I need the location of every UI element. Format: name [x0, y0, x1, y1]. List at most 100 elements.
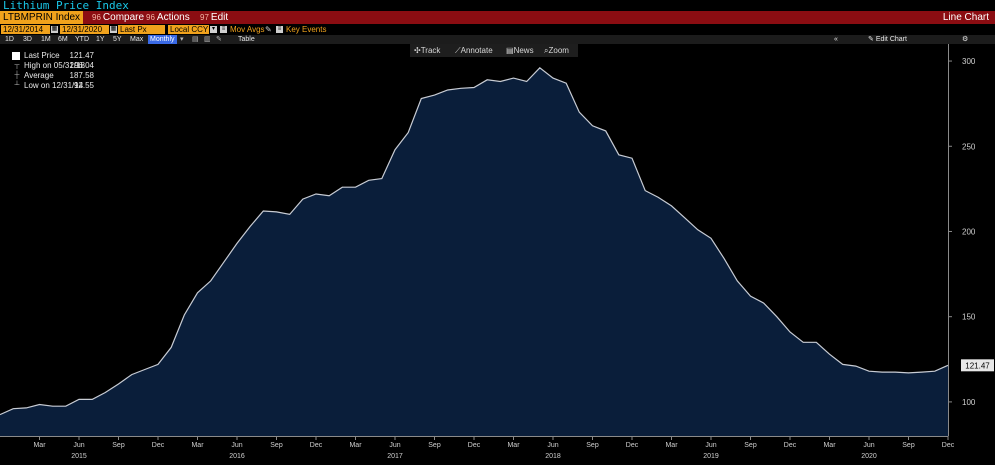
x-year-label: 2015 [71, 453, 87, 460]
y-tick-label: 200 [962, 227, 976, 236]
x-year-label: 2016 [229, 453, 245, 460]
x-tick-label: Dec [468, 442, 481, 449]
x-tick-label: Dec [784, 442, 797, 449]
currency-select[interactable]: Local CCY [168, 25, 209, 34]
legend-label: Average [24, 71, 54, 80]
range-6m[interactable]: 6M [58, 36, 68, 43]
edit-shortcut: 97 [200, 13, 209, 22]
average-marker-icon: ┼ [14, 72, 20, 79]
x-tick-label: Jun [73, 442, 84, 449]
track-label: Track [420, 46, 441, 55]
range-ytd[interactable]: YTD [75, 36, 89, 43]
x-tick-label: Sep [586, 442, 599, 449]
x-tick-label: Mar [507, 442, 520, 449]
legend-high: ┬ High on 05/31/18 296.04 [8, 61, 94, 71]
x-tick-label: Jun [863, 442, 874, 449]
edit-label: Edit [210, 12, 229, 23]
calendar-icon[interactable]: ▦ [51, 26, 58, 33]
calendar-icon[interactable]: ▦ [110, 26, 117, 33]
x-tick-label: Sep [112, 442, 125, 449]
x-tick-label: Mar [665, 442, 678, 449]
range-bar: 1D 3D 1M 6M YTD 1Y 5Y Max Monthly ▾ ▤ ▥ … [0, 35, 995, 44]
news-button[interactable]: ▤ News [506, 46, 534, 55]
x-year-label: 2019 [703, 453, 719, 460]
dropdown-icon[interactable]: ▾ [210, 26, 217, 33]
zoom-button[interactable]: ⌕ Zoom [544, 46, 569, 55]
price-line [0, 66, 949, 416]
range-5y[interactable]: 5Y [113, 36, 122, 43]
legend-value: 187.58 [69, 71, 94, 80]
news-label: News [513, 46, 534, 55]
x-tick-label: Mar [191, 442, 204, 449]
compare-button[interactable]: 96 Compare [92, 11, 144, 24]
legend-panel: Last Price 121.47 ┬ High on 05/31/18 296… [8, 50, 94, 92]
x-tick-label: Sep [902, 442, 915, 449]
x-tick-label: Jun [389, 442, 400, 449]
x-tick-label: Mar [823, 442, 836, 449]
actions-shortcut: 96 [146, 13, 155, 22]
x-tick-label: Dec [310, 442, 323, 449]
legend-label: Last Price [24, 51, 60, 60]
legend-label: Low on 12/31/14 [24, 81, 84, 90]
settings-gear-icon[interactable]: ⚙ [962, 36, 969, 43]
table-button[interactable]: Table [238, 36, 255, 43]
last-price-swatch [12, 52, 20, 60]
bar-chart-icon[interactable]: ▥ [204, 36, 211, 43]
key-events-icon: ≡ [276, 26, 283, 33]
range-max[interactable]: Max [130, 36, 144, 43]
x-tick-label: Mar [33, 442, 46, 449]
range-1y[interactable]: 1Y [96, 36, 105, 43]
zoom-label: Zoom [548, 46, 569, 55]
window-title: Lithium Price Index [3, 0, 129, 12]
range-1m[interactable]: 1M [41, 36, 51, 43]
legend-low: ┴ Low on 12/31/14 92.55 [8, 81, 94, 91]
x-year-label: 2020 [861, 453, 877, 460]
edit-button[interactable]: 97 Edit [200, 11, 228, 24]
x-tick-label: Sep [270, 442, 283, 449]
start-date-field[interactable]: 12/31/2014 [1, 25, 50, 34]
actions-label: Actions [156, 12, 190, 23]
x-tick-label: Dec [152, 442, 165, 449]
y-tick-label: 100 [962, 398, 976, 407]
range-1d[interactable]: 1D [5, 36, 14, 43]
legend-value: 92.55 [73, 81, 94, 90]
last-value-badge [961, 359, 994, 372]
x-tick-label: Dec [942, 442, 955, 449]
legend-value: 296.04 [69, 61, 94, 70]
end-date-field[interactable]: 12/31/2020 [60, 25, 109, 34]
chart-type-label: Line Chart [942, 12, 989, 23]
range-3d[interactable]: 3D [23, 36, 32, 43]
x-tick-label: Jun [231, 442, 242, 449]
price-chart[interactable]: 100 150 200 250 300 Mar Jun Sep Dec Mar Jun Sep Dec M… [0, 44, 995, 465]
annotate-label: Annotate [460, 46, 493, 55]
field-select[interactable]: Last Px [118, 25, 165, 34]
legend-last-price: Last Price 121.47 [8, 51, 94, 61]
x-tick-label: Dec [626, 442, 639, 449]
compare-shortcut: 96 [92, 13, 101, 22]
mov-avgs-icon: ≡ [220, 26, 227, 33]
legend-label: High on 05/31/18 [24, 61, 85, 70]
annotate-button[interactable]: ⟋ Annotate [455, 46, 493, 55]
key-events-button[interactable]: Key Events [286, 25, 327, 34]
edit-chart-label: Edit Chart [875, 36, 907, 43]
frequency-select[interactable]: Monthly [148, 35, 177, 44]
dropdown-icon[interactable]: ▾ [180, 36, 184, 43]
x-year-label: 2018 [545, 453, 561, 460]
actions-button[interactable]: 96 Actions [146, 11, 190, 24]
legend-average: ┼ Average 187.58 [8, 71, 94, 81]
y-tick-label: 150 [962, 313, 976, 322]
ticker-field[interactable]: LTBMPRIN Index [0, 11, 83, 24]
legend-value: 121.47 [69, 51, 94, 60]
pencil-icon[interactable]: ✎ [216, 36, 222, 43]
mov-avgs-button[interactable]: Mov Avgs [230, 25, 265, 34]
track-button[interactable]: ✣ Track [414, 46, 441, 55]
pencil-icon[interactable]: ✎ [265, 25, 272, 34]
controls-bar: 12/31/2014 ▦ 12/31/2020 ▦ Last Px Local … [0, 24, 995, 35]
chart-toolbar: ✣ Track ⟋ Annotate ▤ News ⌕ Zoom [410, 44, 578, 57]
y-tick-label: 300 [962, 57, 976, 66]
y-tick-label: 250 [962, 142, 976, 151]
collapse-icon[interactable]: « [834, 36, 838, 43]
edit-chart-button[interactable]: ✎ Edit Chart [868, 36, 907, 43]
high-marker-icon: ┬ [14, 62, 20, 69]
x-tick-label: Jun [547, 442, 558, 449]
